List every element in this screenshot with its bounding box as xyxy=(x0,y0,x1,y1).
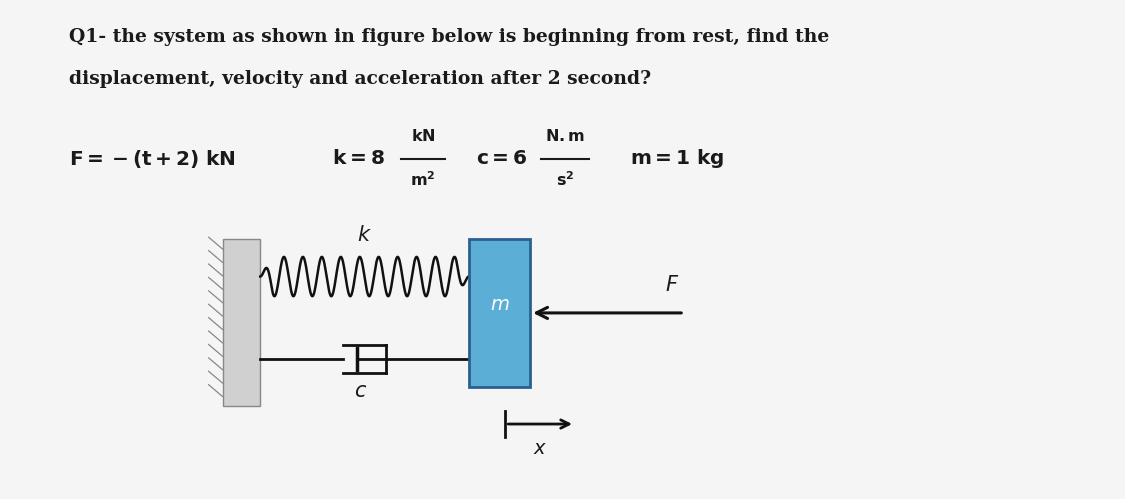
Bar xyxy=(469,239,530,387)
Text: $\mathbf{m = 1\ kg}$: $\mathbf{m = 1\ kg}$ xyxy=(630,147,723,170)
Text: $\mathbf{kN}$: $\mathbf{kN}$ xyxy=(411,128,435,145)
Text: $\mathbf{k = 8}$: $\mathbf{k = 8}$ xyxy=(332,149,385,168)
Text: $\mathbf{s^2}$: $\mathbf{s^2}$ xyxy=(556,171,574,190)
Text: displacement, velocity and acceleration after 2 second?: displacement, velocity and acceleration … xyxy=(69,70,650,88)
Text: $\mathbf{N.m}$: $\mathbf{N.m}$ xyxy=(544,128,585,145)
Text: $\mathbf{F = -(t+2)\ kN}$: $\mathbf{F = -(t+2)\ kN}$ xyxy=(69,148,235,170)
Text: $\mathbf{c = 6}$: $\mathbf{c = 6}$ xyxy=(476,149,528,168)
Text: $F$: $F$ xyxy=(665,275,678,295)
Text: $m$: $m$ xyxy=(489,296,510,314)
Text: $c$: $c$ xyxy=(353,381,367,401)
Bar xyxy=(223,239,260,406)
Text: $x$: $x$ xyxy=(533,440,547,458)
Text: $k$: $k$ xyxy=(357,225,372,245)
Text: $\mathbf{m^2}$: $\mathbf{m^2}$ xyxy=(411,171,435,190)
Text: Q1- the system as shown in figure below is beginning from rest, find the: Q1- the system as shown in figure below … xyxy=(69,28,829,46)
